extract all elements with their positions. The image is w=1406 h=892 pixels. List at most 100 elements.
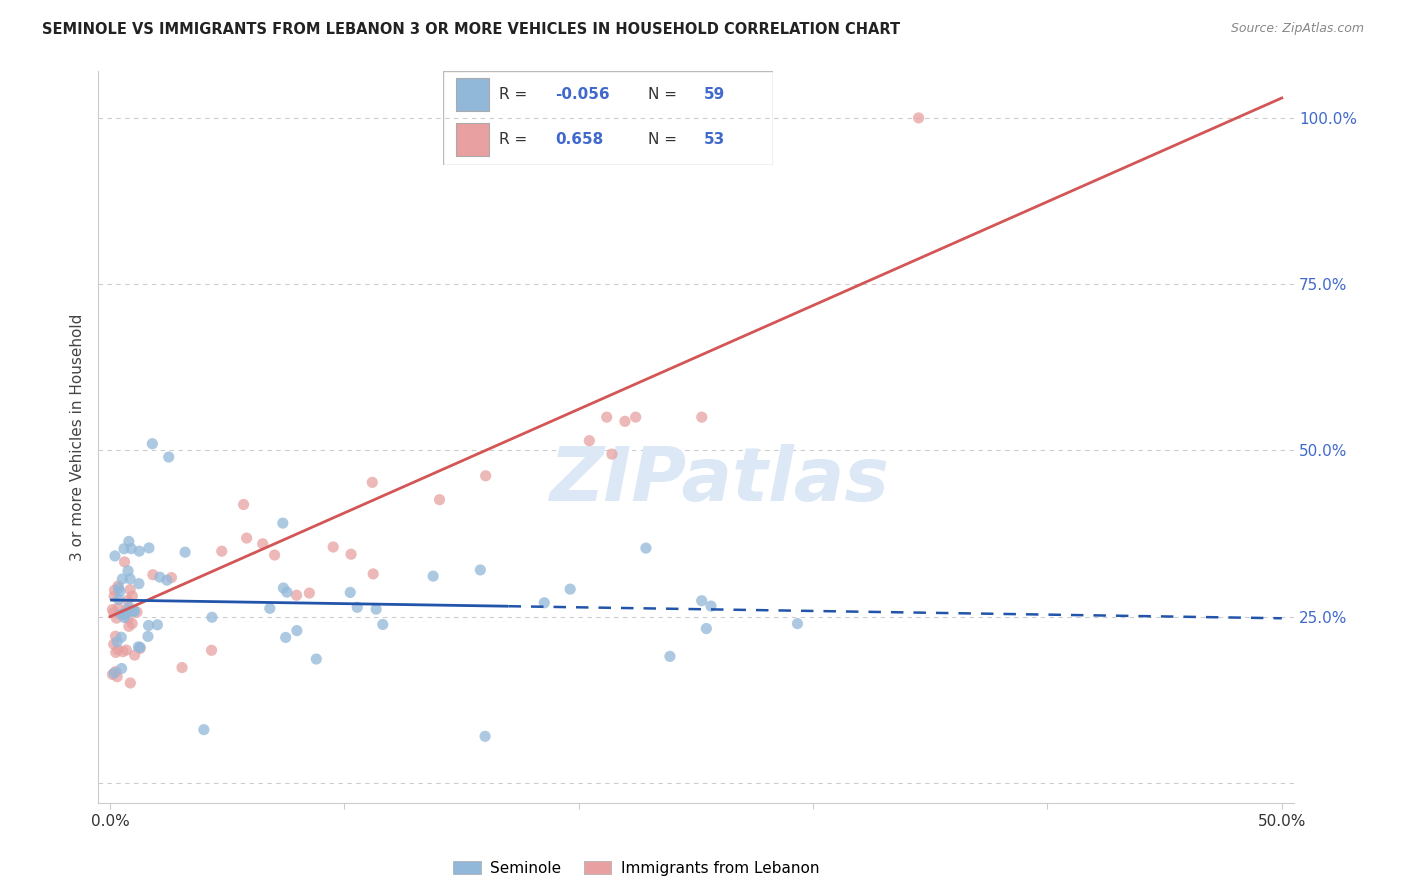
Point [624,410,647,425]
Bar [456,123,489,156]
Point [101,602,124,616]
Point [366,602,388,616]
Point [115,643,138,657]
Point [107,581,129,595]
Point [141,436,163,450]
Point [600,447,623,461]
Point [107,600,129,615]
Point [305,652,328,666]
Point [160,571,183,585]
Point [235,531,257,545]
Point [361,566,384,581]
Text: SEMINOLE VS IMMIGRANTS FROM LEBANON 3 OR MORE VEHICLES IN HOUSEHOLD CORRELATION : SEMINOLE VS IMMIGRANTS FROM LEBANON 3 OR… [42,22,900,37]
Point [128,576,150,591]
Point [136,629,159,643]
Y-axis label: 3 or more Vehicles in Household: 3 or more Vehicles in Household [70,313,86,561]
Point [104,645,127,659]
Point [156,573,179,587]
Point [259,601,281,615]
Text: -0.056: -0.056 [555,87,610,102]
Point [115,603,138,617]
Point [371,617,394,632]
Point [121,604,143,618]
Point [211,544,233,558]
Point [118,600,141,615]
Point [107,592,129,607]
Point [117,593,139,607]
Text: R =: R = [499,87,533,102]
Point [103,583,125,598]
Point [429,492,451,507]
Point [174,545,197,559]
Point [124,604,146,618]
Point [285,588,308,602]
Point [114,607,136,622]
Point [112,607,135,621]
Point [340,547,363,561]
Point [118,534,141,549]
Point [533,596,555,610]
Point [120,582,142,597]
Point [104,629,127,643]
Point [101,667,124,681]
Point [700,599,723,613]
Point [107,579,129,593]
Point [596,410,619,425]
Point [613,414,636,428]
Text: 0.658: 0.658 [555,132,603,147]
Point [105,670,128,684]
Point [690,593,713,607]
Text: N =: N = [648,132,682,147]
Legend: Seminole, Immigrants from Lebanon: Seminole, Immigrants from Lebanon [453,861,820,876]
Text: 53: 53 [704,132,725,147]
Point [193,723,215,737]
Point [103,606,125,620]
Point [124,648,146,662]
Point [285,624,308,638]
Point [786,616,808,631]
Point [690,410,713,425]
Point [695,622,717,636]
Point [103,589,125,603]
Point [560,582,582,596]
Point [658,649,681,664]
Text: 59: 59 [704,87,725,102]
Point [149,570,172,584]
Point [111,661,134,675]
Point [271,516,294,530]
Point [112,541,135,556]
Point [104,549,127,563]
Point [339,585,361,599]
Point [298,586,321,600]
Point [120,676,142,690]
Point [105,635,128,649]
Text: ZIPatlas: ZIPatlas [550,444,890,517]
Point [138,541,160,555]
Point [170,660,193,674]
Point [470,563,492,577]
Point [474,729,496,743]
Point [105,611,128,625]
Point [114,555,136,569]
Point [127,640,149,654]
Point [578,434,600,448]
Point [103,666,125,681]
Text: N =: N = [648,87,682,102]
Point [346,600,368,615]
Point [138,618,160,632]
Point [474,468,496,483]
Point [112,610,135,624]
Point [273,581,295,595]
Point [121,616,143,631]
Point [128,544,150,558]
Point [120,572,142,586]
Point [117,611,139,625]
Point [146,617,169,632]
Point [274,631,297,645]
Point [276,585,298,599]
Point [129,641,152,656]
Point [103,637,125,651]
Point [322,540,344,554]
Point [129,640,152,655]
Point [157,450,180,464]
